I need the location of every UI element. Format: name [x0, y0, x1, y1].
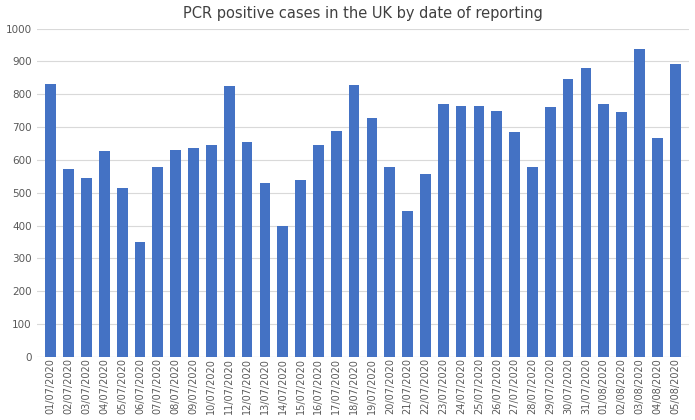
Bar	[152, 167, 163, 357]
Bar	[384, 167, 395, 357]
Bar	[63, 169, 74, 357]
Bar	[598, 104, 610, 357]
Bar	[224, 86, 234, 357]
Bar	[456, 106, 466, 357]
Bar	[634, 49, 645, 357]
Bar	[563, 79, 573, 357]
Bar	[45, 84, 56, 357]
Bar	[438, 104, 448, 357]
Bar	[242, 142, 252, 357]
Bar	[420, 174, 431, 357]
Bar	[527, 167, 538, 357]
Bar	[170, 150, 181, 357]
Bar	[135, 242, 145, 357]
Bar	[117, 188, 127, 357]
Bar	[206, 145, 217, 357]
Bar	[545, 108, 556, 357]
Bar	[616, 113, 627, 357]
Bar	[99, 151, 110, 357]
Bar	[652, 138, 663, 357]
Bar	[277, 226, 288, 357]
Bar	[509, 132, 520, 357]
Bar	[366, 118, 377, 357]
Bar	[580, 68, 591, 357]
Bar	[295, 180, 306, 357]
Bar	[331, 131, 341, 357]
Bar	[670, 64, 680, 357]
Bar	[349, 85, 359, 357]
Bar	[313, 145, 324, 357]
Bar	[491, 111, 502, 357]
Bar	[402, 211, 413, 357]
Bar	[473, 106, 484, 357]
Bar	[188, 149, 199, 357]
Title: PCR positive cases in the UK by date of reporting: PCR positive cases in the UK by date of …	[183, 5, 543, 21]
Bar	[259, 183, 270, 357]
Bar	[81, 178, 92, 357]
